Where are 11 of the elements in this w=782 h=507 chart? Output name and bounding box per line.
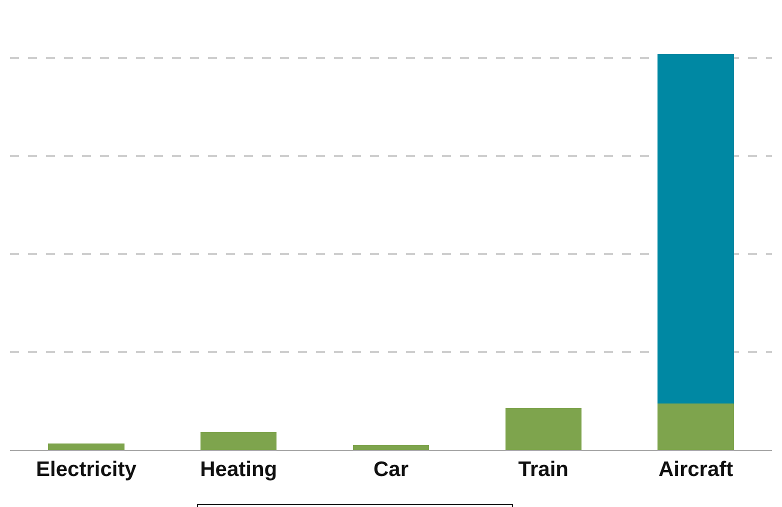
- x-tick-label: Electricity: [36, 458, 137, 482]
- bar: [505, 408, 582, 450]
- x-tick-label: Car: [373, 458, 409, 482]
- x-tick-label: Train: [518, 458, 568, 482]
- bar: [48, 443, 124, 450]
- bar: [200, 432, 277, 450]
- x-tick-label: Aircraft: [658, 458, 734, 482]
- bar: [658, 54, 734, 404]
- bar: [352, 444, 430, 450]
- bar: [658, 403, 734, 450]
- x-tick-label: Heating: [200, 458, 278, 482]
